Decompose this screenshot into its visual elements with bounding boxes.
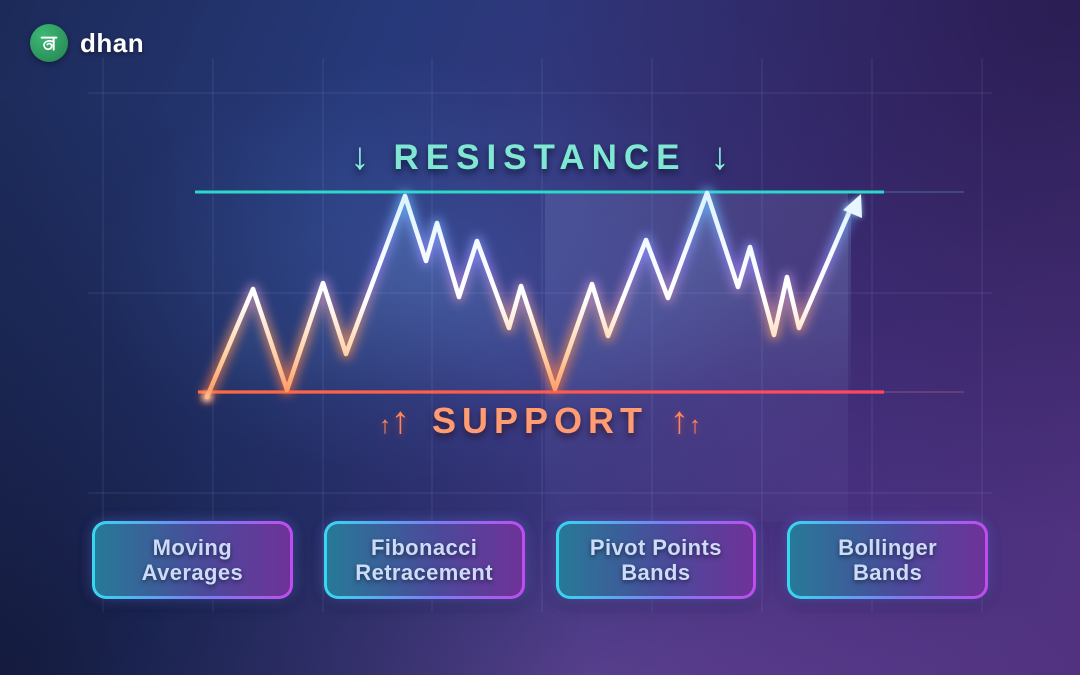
indicator-box-moving-averages: Moving Averages bbox=[92, 521, 293, 599]
indicator-box-pivot-points-bands: Pivot Points Bands bbox=[555, 521, 757, 599]
resistance-label: ↓ RESISTANCE ↓ bbox=[0, 136, 1080, 179]
trend-arrowhead bbox=[843, 194, 862, 218]
indicator-box-inner: Fibonacci Retracement bbox=[326, 524, 522, 596]
up-arrow-icon: ↑ bbox=[378, 412, 391, 439]
indicator-box-fibonacci-retracement: Fibonacci Retracement bbox=[323, 521, 525, 599]
indicator-box-inner: Bollinger Bands bbox=[790, 524, 985, 596]
price-start-glow-dot bbox=[202, 392, 212, 402]
down-arrow-icon: ↓ bbox=[350, 136, 370, 178]
indicator-label: Fibonacci bbox=[370, 534, 478, 560]
support-text: SUPPORT bbox=[431, 400, 649, 441]
brand-name: dhan bbox=[80, 27, 145, 58]
indicator-label: Bands bbox=[621, 560, 691, 585]
up-arrow-icon: ↑ bbox=[689, 412, 702, 439]
indicator-label: Averages bbox=[141, 560, 244, 585]
support-label: ↑↑ SUPPORT ↑↑ bbox=[0, 400, 1080, 443]
indicator-box-inner: Pivot Points Bands bbox=[558, 524, 754, 596]
up-arrows-right: ↑↑ bbox=[670, 400, 702, 442]
indicator-box-bollinger-bands: Bollinger Bands bbox=[787, 521, 988, 599]
indicator-label: Bands bbox=[853, 560, 923, 585]
indicator-label: Bollinger bbox=[838, 534, 938, 560]
up-arrow-icon: ↑ bbox=[670, 400, 690, 442]
up-arrow-icon: ↑ bbox=[390, 400, 410, 442]
up-arrows-left: ↑↑ bbox=[378, 400, 410, 442]
dhan-logo-icon bbox=[30, 24, 68, 62]
indicator-label: Retracement bbox=[355, 560, 493, 585]
devanagari-dha-glyph bbox=[40, 36, 58, 51]
indicator-row: Moving Averages Fibonacci Retracement Pi… bbox=[92, 521, 988, 599]
indicator-box-inner: Moving Averages bbox=[95, 524, 290, 596]
price-line bbox=[204, 190, 854, 400]
down-arrow-icon: ↓ bbox=[710, 136, 730, 178]
brand-logo: dhan bbox=[30, 24, 144, 62]
resistance-text: RESISTANCE bbox=[393, 138, 687, 177]
indicator-label: Pivot Points bbox=[589, 534, 722, 560]
indicator-label: Moving bbox=[152, 534, 233, 560]
